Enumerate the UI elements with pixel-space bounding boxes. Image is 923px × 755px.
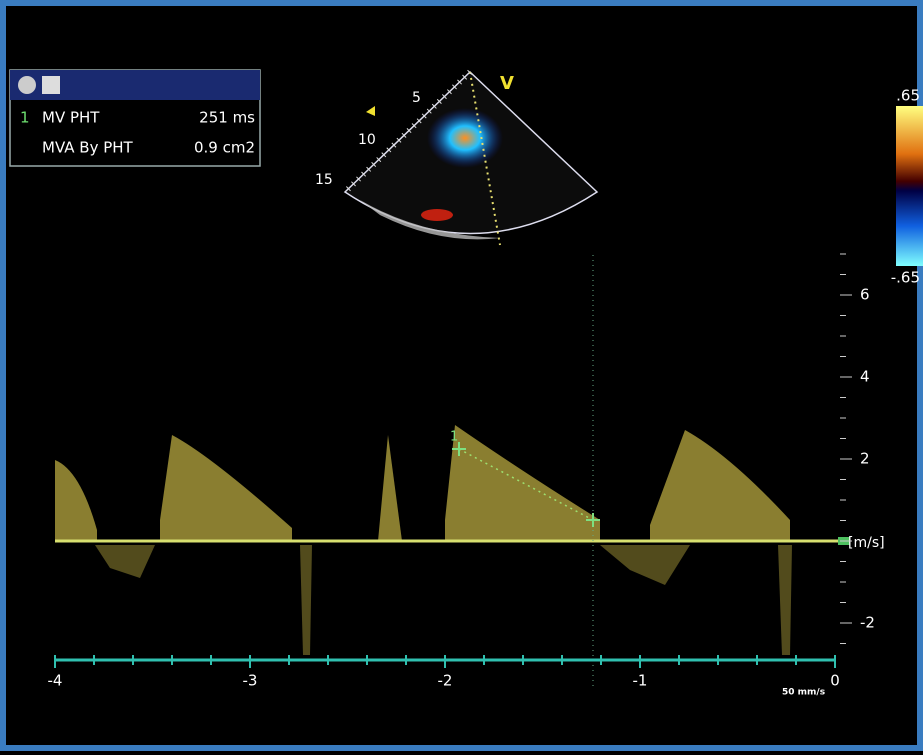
measurement-index: 1 [20,109,30,127]
velocity-tick-label: -2 [860,614,875,632]
measurement-panel: 1 MV PHT 251 ms MVA By PHT 0.9 cm2 [9,69,261,167]
spectral-envelope [160,435,292,541]
velocity-tick-label: 6 [860,286,870,304]
depth-label: 5 [412,90,421,106]
color-flow [427,108,503,168]
velocity-tick-label: 2 [860,450,870,468]
measurement-value: 251 ms [199,109,255,127]
depth-scale [342,69,473,195]
depth-label: 10 [358,132,376,148]
measurement-label: MV PHT [42,109,100,127]
record-icon [18,76,36,94]
color-flow [421,209,453,221]
sector-image: 5 10 15 V [315,69,599,246]
spectral-envelope [650,430,790,541]
time-tick-label: -4 [48,672,63,690]
velocity-unit: [m/s] [848,535,885,551]
spectral-envelope [778,545,792,655]
time-tick-label: -1 [633,672,648,690]
report-icon [42,76,60,94]
pht-slope [458,448,594,521]
color-scale-top: .65 [896,87,920,105]
velocity-tick-label: 4 [860,368,870,386]
time-tick-label: -2 [438,672,453,690]
sector-tissue [360,200,500,240]
color-bar [896,106,923,266]
spectral-envelope [300,545,312,655]
time-tick-label: -3 [243,672,258,690]
spectral-envelope [600,545,690,585]
spectral-envelope [378,435,402,541]
caliper-label: 1 [450,430,458,445]
time-tick-label: 0 [830,672,840,690]
color-scale-bottom: -.65 [891,269,920,287]
caliper [586,513,600,527]
mode-label: V [500,73,514,94]
measurement-value: 0.9 cm2 [194,139,255,157]
orientation-marker [366,106,375,116]
sweep-speed: 50 mm/s [782,688,825,698]
caliper [452,442,466,456]
measurement-label: MVA By PHT [42,139,134,157]
spectral-envelope [55,460,97,541]
axis-labels: 6 4 2 -2 -4 -3 -2 -1 0 [48,253,875,690]
depth-label: 15 [315,172,333,188]
spectral-envelope [95,545,155,578]
